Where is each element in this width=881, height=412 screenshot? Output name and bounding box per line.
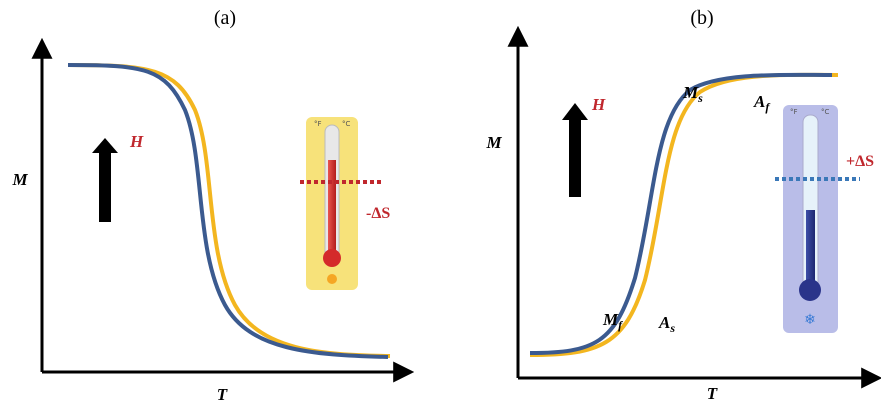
point-sub: s — [697, 91, 703, 105]
x-axis-label: T — [217, 385, 228, 404]
field-arrow-head — [92, 138, 118, 153]
y-axis-label: M — [11, 170, 28, 189]
svg-text:❄: ❄ — [804, 312, 816, 328]
point-main: A — [753, 92, 765, 111]
figure: (a) M T H °F °C -ΔS (b) M T H — [0, 0, 881, 412]
y-axis-label: M — [485, 133, 502, 152]
unit-label: °C — [342, 120, 351, 128]
unit-label: °F — [790, 108, 798, 116]
point-sub: s — [669, 321, 675, 335]
x-axis-label: T — [707, 384, 718, 403]
entropy-label: +ΔS — [846, 153, 874, 170]
point-main: A — [658, 313, 670, 332]
field-label: H — [129, 132, 144, 151]
point-sub: f — [765, 100, 770, 114]
panel-b: (b) M T H ❄ °F °C +ΔS Ms Af Mf As — [485, 7, 878, 403]
entropy-label: -ΔS — [366, 205, 390, 222]
point-label: Af — [753, 92, 770, 114]
unit-label: °C — [821, 108, 830, 116]
point-main: M — [602, 310, 619, 329]
panel-a: (a) M T H °F °C -ΔS — [11, 7, 410, 404]
panel-label: (b) — [690, 7, 713, 29]
point-label: As — [658, 313, 675, 335]
point-main: M — [682, 83, 699, 102]
unit-label: °F — [314, 120, 322, 128]
panel-label: (a) — [214, 7, 236, 29]
thermometer-hot: °F °C — [306, 117, 358, 290]
field-arrow-head — [562, 103, 588, 120]
thermometer-cold: ❄ °F °C — [783, 105, 838, 333]
field-label: H — [591, 95, 606, 114]
